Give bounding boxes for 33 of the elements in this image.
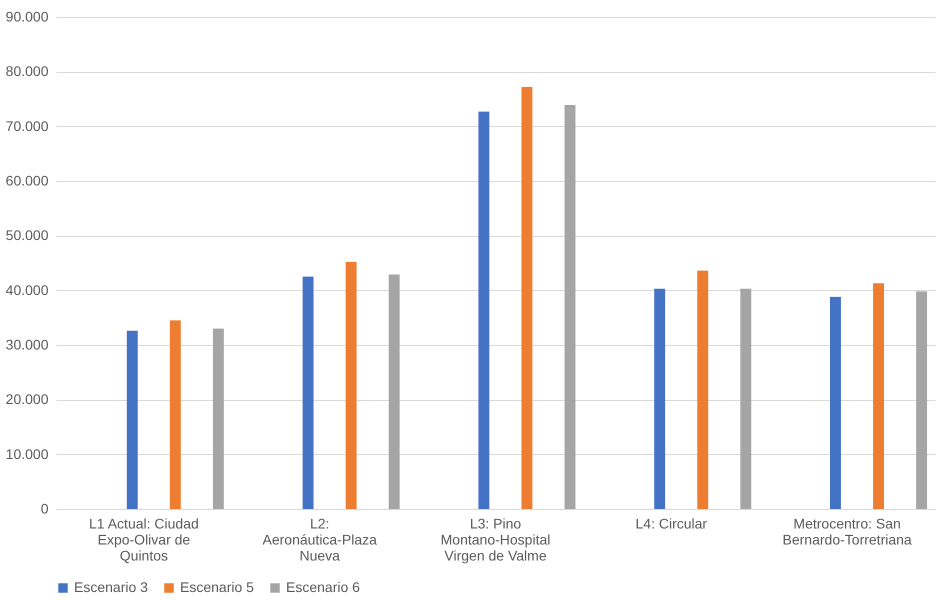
y-tick-label: 10.000 — [6, 446, 49, 462]
legend-label: Escenario 6 — [286, 579, 360, 595]
x-tick-label: L2: Aeronáutica-Plaza Nueva — [262, 516, 378, 564]
x-tick-label: L3: Pino Montano-Hospital Virgen de Valme — [440, 516, 550, 564]
bar — [126, 330, 138, 509]
y-tick-label: 90.000 — [6, 8, 49, 24]
bar — [916, 291, 928, 509]
bar — [170, 320, 181, 509]
y-tick-label: 70.000 — [6, 118, 49, 134]
bar — [830, 296, 841, 509]
x-tick-label: L1 Actual: Ciudad Expo-Olivar de Quintos — [89, 516, 199, 564]
y-tick-label: 50.000 — [6, 227, 49, 244]
y-tick-label: 20.000 — [6, 391, 49, 408]
legend-label: Escenario 5 — [180, 579, 254, 595]
bar — [740, 288, 752, 509]
bar — [212, 328, 224, 509]
y-tick-label: 80.000 — [6, 63, 49, 80]
bar — [521, 86, 532, 509]
bar — [654, 288, 666, 509]
y-tick-label: 40.000 — [6, 282, 49, 298]
y-tick-label: 0 — [40, 500, 49, 516]
y-tick-label: 30.000 — [6, 336, 49, 352]
bar — [346, 262, 357, 509]
bar — [564, 105, 576, 509]
x-tick-label: L4: Circular — [636, 516, 708, 532]
bar — [478, 112, 490, 509]
bar — [302, 276, 314, 509]
bar — [697, 270, 708, 509]
bar — [388, 274, 400, 509]
legend-label: Escenario 3 — [74, 579, 148, 595]
y-tick-label: 60.000 — [6, 172, 49, 188]
x-tick-label: Metrocentro: San Bernardo-Torretriana — [782, 516, 912, 548]
bar — [873, 283, 884, 509]
